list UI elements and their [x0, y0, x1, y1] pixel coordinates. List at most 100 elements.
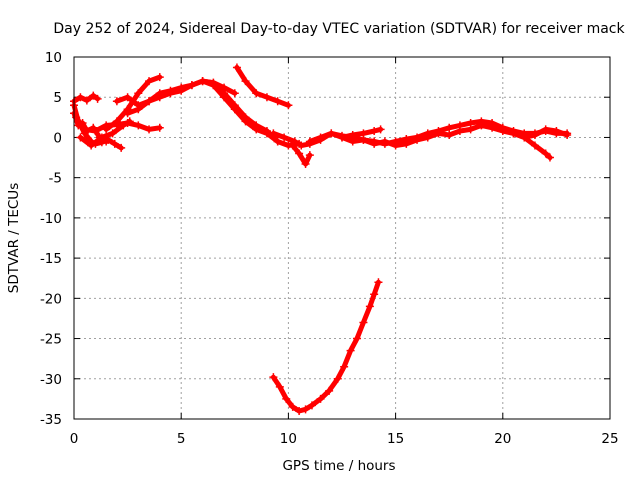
data-point — [316, 133, 325, 142]
data-point — [72, 113, 81, 122]
data-point — [455, 127, 464, 136]
data-point — [134, 105, 143, 114]
data-point — [290, 137, 299, 146]
data-point — [327, 129, 336, 138]
data-point — [232, 63, 241, 72]
data-point — [108, 129, 117, 138]
data-point — [177, 86, 186, 95]
data-point — [280, 133, 289, 142]
data-point — [134, 89, 143, 98]
data-point — [252, 89, 261, 98]
data-point — [284, 101, 293, 110]
data-point — [353, 334, 362, 343]
data-point — [297, 141, 306, 150]
data-point — [252, 125, 261, 134]
data-point — [288, 402, 297, 411]
y-tick-label: -30 — [40, 372, 62, 388]
data-point — [325, 386, 334, 395]
series-arc-10 — [209, 81, 304, 150]
y-tick-label: 5 — [53, 90, 62, 106]
data-point — [380, 137, 389, 146]
series-arc-15 — [338, 125, 385, 142]
data-point — [145, 125, 154, 134]
data-point — [89, 91, 98, 100]
plot-frame — [73, 56, 611, 420]
data-point — [117, 143, 126, 152]
data-point — [112, 117, 121, 126]
series-trace — [290, 143, 313, 167]
data-point — [374, 278, 383, 287]
data-point — [241, 117, 250, 126]
data-point — [262, 93, 271, 102]
data-point — [76, 133, 85, 142]
data-point — [209, 81, 218, 90]
data-point — [307, 401, 316, 410]
data-point — [541, 125, 550, 134]
x-tick-label: 5 — [177, 431, 186, 447]
data-point — [119, 121, 128, 130]
data-point — [76, 93, 85, 102]
y-tick-label: 10 — [45, 50, 62, 66]
data-point — [340, 362, 349, 371]
y-axis-label: SDTVAR / TECUs — [6, 183, 22, 293]
data-point — [376, 125, 385, 134]
data-point — [413, 135, 422, 144]
data-point — [275, 382, 284, 391]
data-point — [530, 131, 539, 140]
data-point — [123, 93, 132, 102]
data-point — [269, 129, 278, 138]
data-point — [230, 105, 239, 114]
data-point — [338, 133, 346, 142]
x-axis-label: GPS time / hours — [282, 458, 395, 474]
series-arc-1 — [70, 91, 102, 106]
grid-lines — [74, 57, 610, 419]
data-point — [295, 149, 304, 158]
data-point — [359, 129, 368, 138]
data-point — [123, 109, 132, 118]
data-point — [466, 125, 475, 134]
data-point — [110, 139, 119, 148]
series-arc-11 — [232, 63, 293, 110]
data-point — [498, 125, 507, 134]
data-point — [187, 81, 196, 90]
data-point — [273, 97, 282, 106]
data-point — [488, 123, 497, 132]
data-point — [241, 77, 250, 86]
data-point — [391, 141, 400, 150]
series-arc-13 — [288, 141, 314, 168]
data-point — [155, 93, 164, 102]
y-tick-label: 0 — [53, 130, 62, 146]
data-point — [91, 127, 100, 136]
data-point — [370, 127, 379, 136]
series-trace — [234, 65, 291, 108]
data-point — [155, 123, 164, 132]
data-point — [87, 141, 96, 150]
data-point — [348, 131, 357, 140]
chart-title: Day 252 of 2024, Sidereal Day-to-day VTE… — [53, 21, 625, 37]
data-point — [80, 125, 89, 134]
series-arc-18 — [269, 278, 383, 415]
data-point — [102, 125, 111, 134]
data-point — [445, 123, 454, 132]
data-point — [530, 141, 539, 150]
data-point — [288, 141, 297, 150]
data-point — [423, 133, 432, 142]
data-point — [365, 302, 374, 311]
x-tick-label: 20 — [494, 431, 511, 447]
data-point — [112, 97, 121, 106]
data-point — [273, 137, 282, 146]
data-point — [305, 151, 314, 160]
data-point — [301, 159, 310, 168]
y-tick-label: -15 — [40, 251, 62, 267]
axis-ticks: 0 5 10 15 20 25 10 5 0 -5 -10 -15 -20 -25 -30 -35 — [40, 50, 619, 447]
x-tick-label: 10 — [280, 431, 297, 447]
data-point — [295, 406, 304, 415]
data-point — [552, 127, 561, 136]
data-point — [359, 318, 368, 327]
data-point — [370, 290, 379, 299]
data-point — [97, 133, 106, 142]
y-tick-label: -25 — [40, 332, 62, 348]
data-point — [145, 77, 154, 86]
data-point — [509, 129, 518, 138]
